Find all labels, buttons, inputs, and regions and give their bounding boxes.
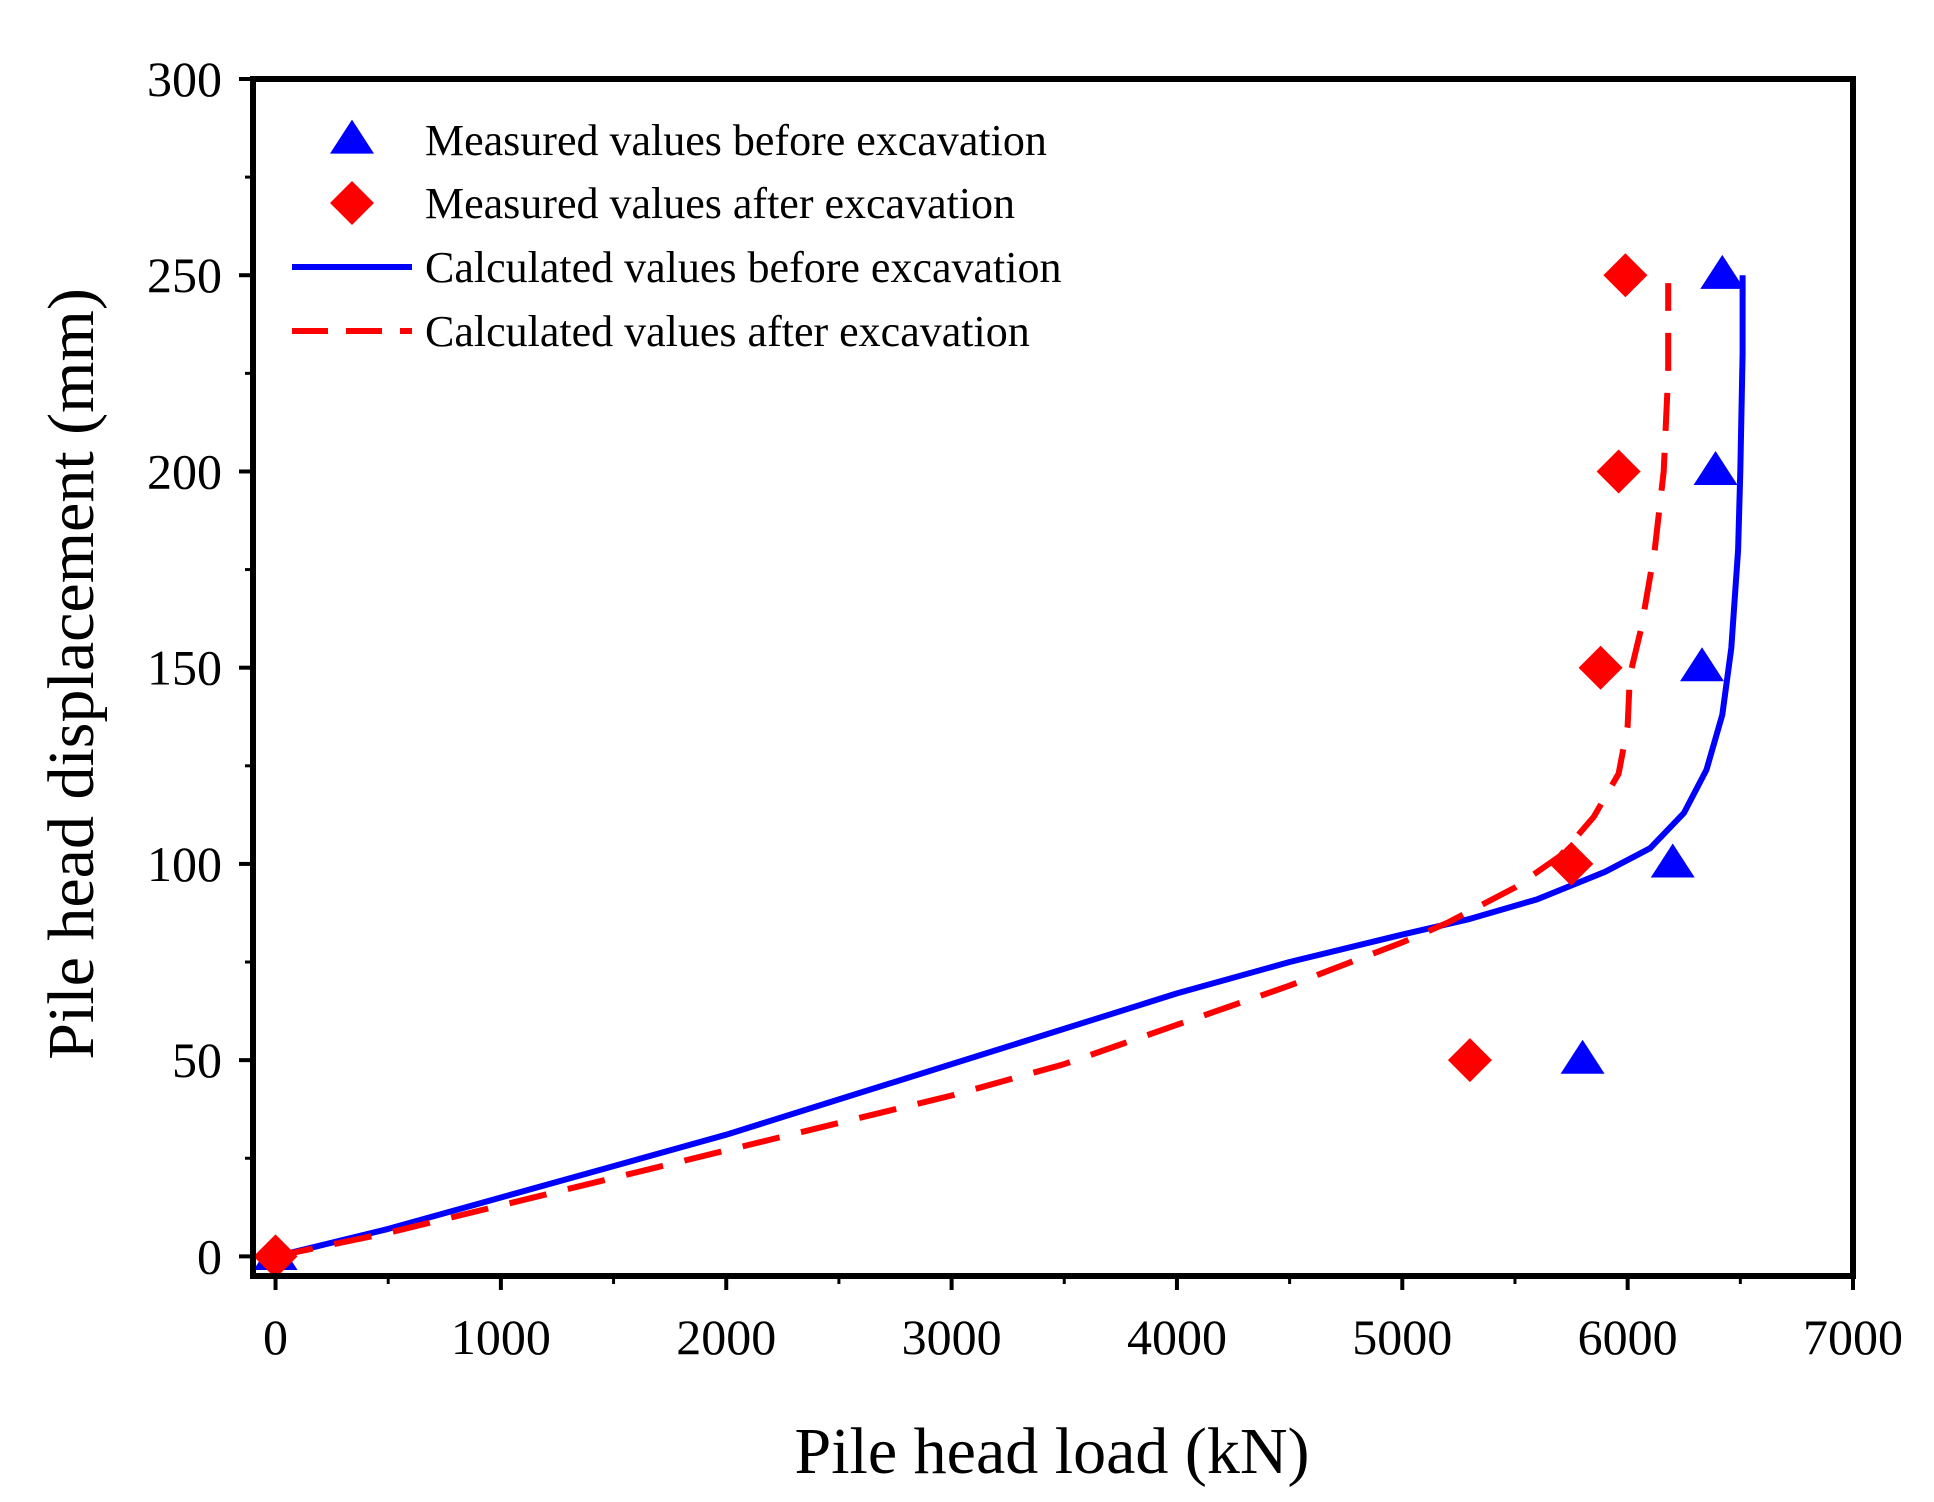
x-tick-label: 7000 — [1803, 1309, 1903, 1365]
x-tick-label: 6000 — [1578, 1309, 1678, 1365]
measured-after-point — [1549, 841, 1594, 886]
legend-label: Measured values after excavation — [425, 179, 1015, 228]
measured-before-point — [1693, 451, 1738, 486]
legend-label: Calculated values before excavation — [425, 243, 1061, 292]
plot-area — [253, 253, 1746, 1279]
x-tick-label: 5000 — [1352, 1309, 1452, 1365]
x-tick-label: 3000 — [902, 1309, 1002, 1365]
y-tick-label: 50 — [172, 1032, 222, 1088]
calculated-before-line — [274, 275, 1746, 1260]
legend: Measured values before excavation Measure… — [292, 116, 1061, 356]
measured-before-point — [1650, 843, 1695, 878]
y-tick-label: 0 — [197, 1228, 222, 1284]
measured-after-point — [253, 1234, 298, 1279]
axes-frame — [250, 76, 1856, 1279]
x-tick-label: 0 — [263, 1309, 288, 1365]
x-axis-ticks: 0 1000 2000 3000 4000 5000 6000 7000 — [263, 1276, 1903, 1365]
x-axis-title: Pile head load (kN) — [794, 1415, 1309, 1488]
measured-before-point — [1560, 1039, 1605, 1074]
y-tick-label: 300 — [147, 51, 222, 107]
y-axis-title: Pile head displacement (mm) — [35, 288, 108, 1060]
measured-after-point — [1596, 449, 1641, 494]
legend-label: Measured values before excavation — [425, 116, 1047, 165]
y-tick-label: 150 — [147, 640, 222, 696]
calculated-after-line — [274, 283, 1672, 1260]
x-tick-label: 2000 — [676, 1309, 776, 1365]
y-tick-label: 100 — [147, 836, 222, 892]
series-markers — [253, 253, 1745, 1279]
legend-diamond-marker — [330, 181, 374, 225]
measured-after-point — [1603, 253, 1648, 298]
y-tick-label: 250 — [147, 247, 222, 303]
legend-label: Calculated values after excavation — [425, 307, 1030, 356]
measured-before-point — [1700, 254, 1745, 289]
x-tick-label: 4000 — [1127, 1309, 1227, 1365]
measured-after-point — [1447, 1038, 1492, 1083]
legend-triangle-marker — [330, 119, 374, 154]
measured-after-point — [1578, 645, 1623, 690]
y-tick-label: 200 — [147, 443, 222, 499]
y-axis-ticks: 0 50 100 150 200 250 300 — [147, 51, 253, 1284]
x-tick-label: 1000 — [451, 1309, 551, 1365]
series-lines — [274, 275, 1746, 1260]
measured-before-point — [1680, 647, 1725, 682]
